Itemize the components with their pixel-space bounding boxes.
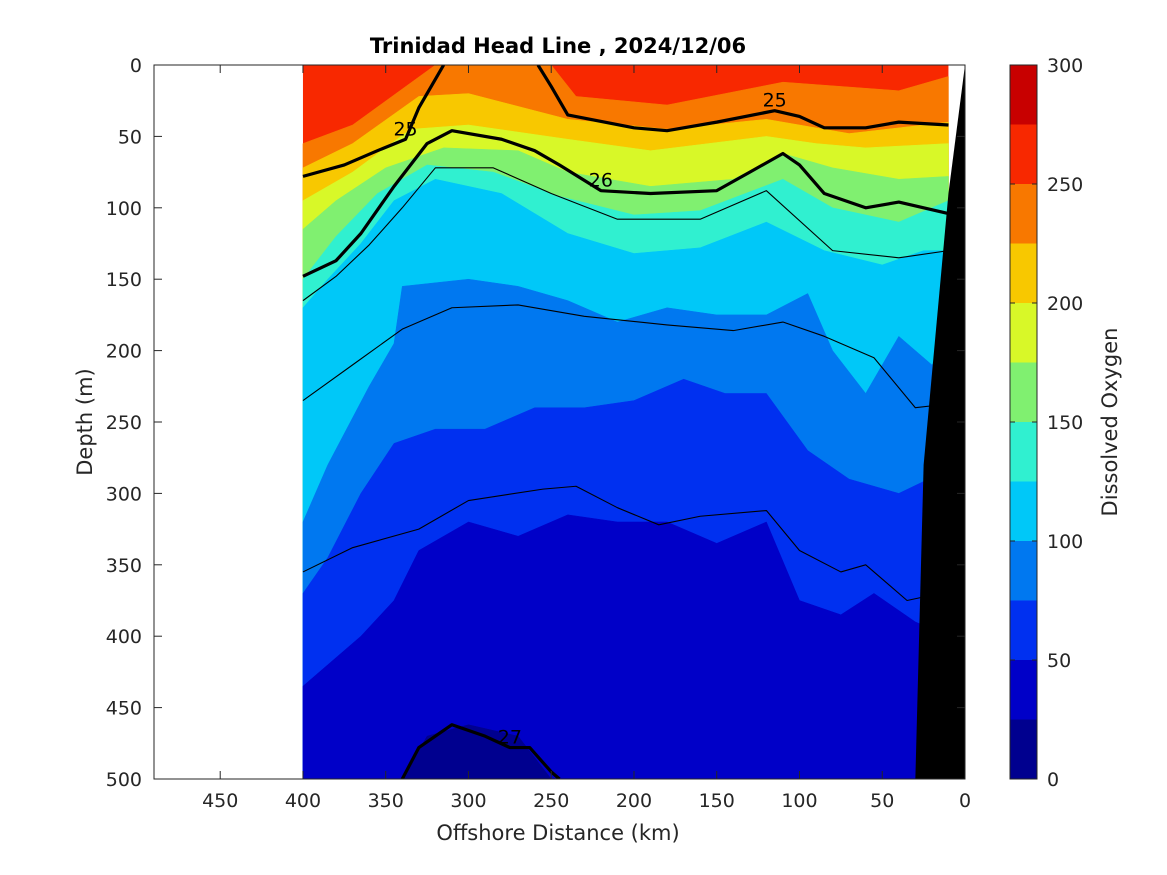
bathymetry — [915, 65, 965, 779]
density-contour — [302, 304, 941, 409]
density-contours: 25 25 26 27 — [302, 65, 949, 779]
density-contour — [302, 167, 949, 302]
x-tick-label: 400 — [285, 790, 321, 812]
y-axis: 0 50 100 150 200 250 300 350 400 450 500 — [106, 55, 965, 791]
colorbar-segment — [1010, 719, 1037, 779]
x-axis-label: Offshore Distance (km) — [436, 821, 679, 845]
x-tick-label: 150 — [699, 790, 735, 812]
colorbar-segment — [1010, 660, 1037, 720]
colorbar-segment — [1010, 481, 1037, 541]
x-tick-label: 450 — [202, 790, 238, 812]
x-tick-label: 300 — [450, 790, 486, 812]
contour-label: 26 — [589, 170, 613, 192]
contour-label: 25 — [763, 90, 787, 112]
y-tick-label: 100 — [106, 198, 142, 220]
x-tick-label: 0 — [959, 790, 971, 812]
y-tick-label: 250 — [106, 412, 142, 434]
colorbar-tick-label: 200 — [1047, 293, 1083, 315]
colorbar-segment — [1010, 124, 1037, 184]
density-contour — [302, 129, 949, 278]
colorbar-tick-label: 150 — [1047, 412, 1083, 434]
x-tick-label: 250 — [533, 790, 569, 812]
colorbar-tick-label: 50 — [1047, 650, 1071, 672]
colorbar-segment — [1010, 541, 1037, 601]
y-tick-label: 350 — [106, 555, 142, 577]
x-tick-label: 50 — [870, 790, 894, 812]
y-tick-label: 300 — [106, 483, 142, 505]
density-contour — [536, 65, 949, 133]
colorbar-tick-label: 300 — [1047, 55, 1083, 77]
y-tick-label: 400 — [106, 626, 142, 648]
y-tick-label: 450 — [106, 698, 142, 720]
x-axis: 450 400 350 300 250 200 150 100 50 0 — [202, 65, 971, 812]
y-tick-label: 200 — [106, 341, 142, 363]
colorbar-segment — [1010, 422, 1037, 482]
colorbar-segment — [1010, 243, 1037, 303]
colorbar-label: Dissolved Oxygen — [1098, 328, 1122, 517]
density-contour — [302, 65, 446, 178]
contour-label: 27 — [498, 727, 522, 749]
contour-label: 25 — [393, 118, 417, 140]
x-tick-label: 350 — [368, 790, 404, 812]
colorbar-tick-label: 100 — [1047, 531, 1083, 553]
colorbar-tick-label: 250 — [1047, 174, 1083, 196]
y-tick-label: 50 — [118, 126, 142, 148]
colorbar-segment — [1010, 65, 1037, 125]
chart-title: Trinidad Head Line , 2024/12/06 — [370, 34, 746, 58]
y-tick-label: 0 — [130, 55, 142, 77]
colorbar-tick-label: 0 — [1047, 769, 1059, 791]
colorbar: 0 50 100 150 200 250 300 — [1009, 55, 1083, 791]
y-tick-label: 150 — [106, 269, 142, 291]
y-axis-label: Depth (m) — [73, 368, 97, 475]
density-contour — [400, 723, 561, 779]
plot-area — [302, 65, 965, 779]
colorbar-segment — [1010, 184, 1037, 244]
x-tick-label: 200 — [616, 790, 652, 812]
colorbar-segment — [1010, 362, 1037, 422]
x-tick-label: 100 — [781, 790, 817, 812]
y-tick-label: 500 — [106, 769, 142, 791]
density-contour — [302, 485, 941, 602]
colorbar-segment — [1010, 600, 1037, 660]
colorbar-segment — [1010, 303, 1037, 363]
